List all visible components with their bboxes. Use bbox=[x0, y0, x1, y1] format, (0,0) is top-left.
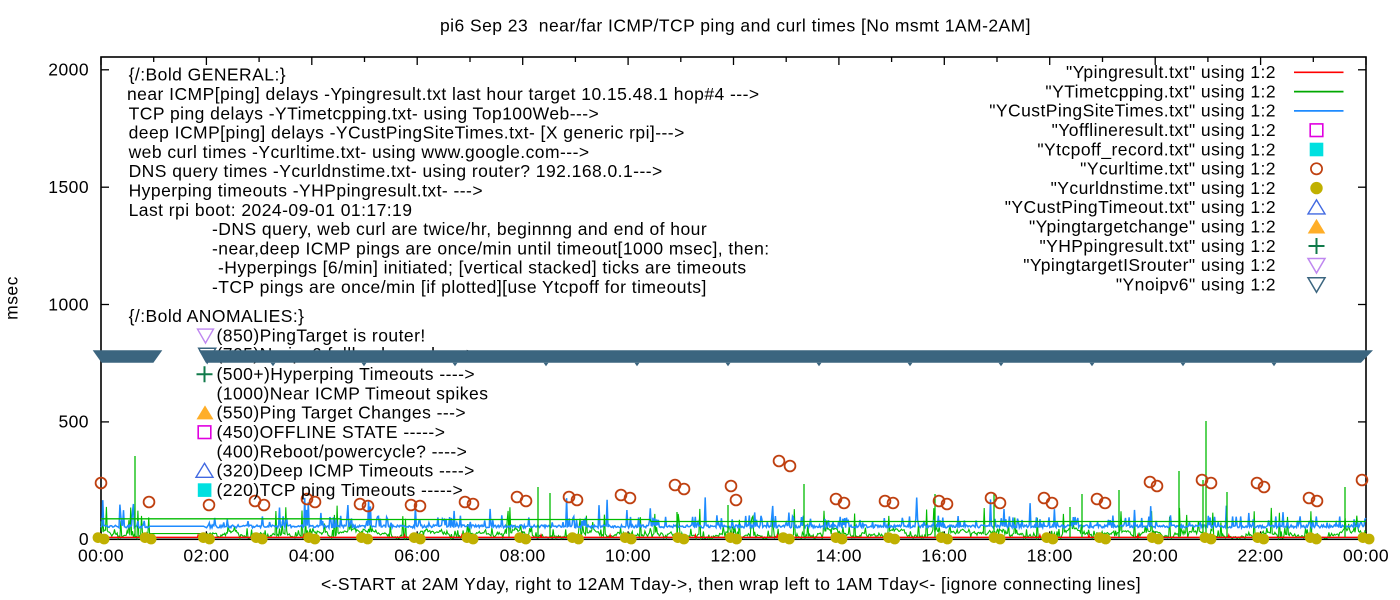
svg-text:msec: msec bbox=[2, 276, 22, 320]
svg-text:"Ycurldnstime.txt" using 1:2: "Ycurldnstime.txt" using 1:2 bbox=[1051, 178, 1276, 198]
svg-text:06:00: 06:00 bbox=[394, 546, 440, 566]
svg-text:22:00: 22:00 bbox=[1238, 546, 1284, 566]
svg-text:-DNS query, web curl are twice: -DNS query, web curl are twice/hr, begin… bbox=[212, 219, 707, 239]
svg-text:-TCP pings are once/min [if pl: -TCP pings are once/min [if plotted][use… bbox=[212, 277, 707, 297]
svg-text:web curl times -Ycurltime.txt-: web curl times -Ycurltime.txt- using www… bbox=[128, 142, 590, 162]
svg-text:-near,deep ICMP pings are once: -near,deep ICMP pings are once/min until… bbox=[212, 238, 770, 258]
svg-text:(450)OFFLINE STATE ----->: (450)OFFLINE STATE -----> bbox=[217, 422, 446, 442]
svg-text:{/:Bold ANOMALIES:}: {/:Bold ANOMALIES:} bbox=[129, 306, 305, 326]
svg-text:08:00: 08:00 bbox=[500, 546, 546, 566]
svg-text:near ICMP[ping] delays -Ypingr: near ICMP[ping] delays -Ypingresult.txt … bbox=[127, 84, 760, 104]
svg-text:02:00: 02:00 bbox=[183, 546, 229, 566]
svg-text:{/:Bold GENERAL:}: {/:Bold GENERAL:} bbox=[129, 65, 286, 85]
svg-text:"Ycurltime.txt" using 1:2: "Ycurltime.txt" using 1:2 bbox=[1080, 159, 1276, 179]
svg-text:1000: 1000 bbox=[48, 294, 89, 314]
svg-text:00:00: 00:00 bbox=[1343, 546, 1389, 566]
svg-text:Last rpi boot: 2024-09-01 01:1: Last rpi boot: 2024-09-01 01:17:19 bbox=[129, 200, 413, 220]
svg-text:10:00: 10:00 bbox=[605, 546, 651, 566]
svg-text:-Hyperpings [6/min] initiated;: -Hyperpings [6/min] initiated; [vertical… bbox=[218, 258, 747, 278]
svg-text:"YTimetcpping.txt" using 1:2: "YTimetcpping.txt" using 1:2 bbox=[1045, 81, 1276, 101]
svg-text:"Ytcpoff_record.txt" using 1:2: "Ytcpoff_record.txt" using 1:2 bbox=[1037, 139, 1276, 160]
svg-text:500: 500 bbox=[58, 412, 89, 432]
svg-text:DNS query times -Ycurldnstime.: DNS query times -Ycurldnstime.txt- using… bbox=[129, 161, 663, 181]
svg-text:(550)Ping Target Changes --->: (550)Ping Target Changes ---> bbox=[217, 403, 467, 423]
svg-text:0: 0 bbox=[79, 529, 89, 549]
svg-text:14:00: 14:00 bbox=[816, 546, 862, 566]
svg-text:(500+)Hyperping Timeouts ---->: (500+)Hyperping Timeouts ----> bbox=[217, 364, 476, 384]
svg-text:2000: 2000 bbox=[48, 60, 89, 80]
svg-text:"Ypingtargetchange" using 1:2: "Ypingtargetchange" using 1:2 bbox=[1029, 217, 1276, 237]
svg-text:"YCustPingTimeout.txt" using 1: "YCustPingTimeout.txt" using 1:2 bbox=[1005, 197, 1276, 217]
svg-text:"YHPpingresult.txt" using 1:2: "YHPpingresult.txt" using 1:2 bbox=[1039, 236, 1276, 256]
svg-text:(1000)Near ICMP Timeout spikes: (1000)Near ICMP Timeout spikes bbox=[217, 383, 489, 403]
svg-text:"YCustPingSiteTimes.txt" using: "YCustPingSiteTimes.txt" using 1:2 bbox=[989, 101, 1276, 121]
svg-text:TCP ping delays -YTimetcpping.: TCP ping delays -YTimetcpping.txt- using… bbox=[129, 103, 600, 123]
svg-text:<-START at 2AM Yday, right to: <-START at 2AM Yday, right to 12AM Tday-… bbox=[321, 574, 1141, 594]
svg-text:"Ynoipv6" using 1:2: "Ynoipv6" using 1:2 bbox=[1116, 274, 1276, 294]
svg-text:18:00: 18:00 bbox=[1027, 546, 1073, 566]
svg-text:16:00: 16:00 bbox=[921, 546, 967, 566]
svg-text:Hyperping timeouts -YHPpingres: Hyperping timeouts -YHPpingresult.txt- -… bbox=[129, 181, 483, 201]
svg-text:"Yofflineresult.txt" using 1:2: "Yofflineresult.txt" using 1:2 bbox=[1052, 120, 1276, 140]
svg-text:04:00: 04:00 bbox=[289, 546, 335, 566]
svg-text:(320)Deep ICMP Timeouts ---->: (320)Deep ICMP Timeouts ----> bbox=[217, 461, 475, 481]
svg-text:1500: 1500 bbox=[48, 177, 89, 197]
svg-text:12:00: 12:00 bbox=[710, 546, 756, 566]
svg-text:20:00: 20:00 bbox=[1132, 546, 1178, 566]
svg-text:(400)Reboot/powercycle? ---->: (400)Reboot/powercycle? ----> bbox=[217, 441, 468, 461]
svg-text:00:00: 00:00 bbox=[78, 546, 124, 566]
svg-text:deep ICMP[ping] delays -YCustP: deep ICMP[ping] delays -YCustPingSiteTim… bbox=[129, 123, 685, 143]
svg-text:"YpingtargetISrouter" using 1:: "YpingtargetISrouter" using 1:2 bbox=[1023, 255, 1276, 275]
svg-text:(220)TCP ping Timeouts ----->: (220)TCP ping Timeouts -----> bbox=[217, 480, 464, 500]
svg-text:pi6 Sep 23 near/far ICMP/TCP: pi6 Sep 23 near/far ICMP/TCP ping and cu… bbox=[440, 16, 1031, 36]
svg-text:(850)PingTarget is router!: (850)PingTarget is router! bbox=[217, 326, 426, 346]
svg-text:"Ypingresult.txt" using 1:2: "Ypingresult.txt" using 1:2 bbox=[1066, 62, 1276, 82]
